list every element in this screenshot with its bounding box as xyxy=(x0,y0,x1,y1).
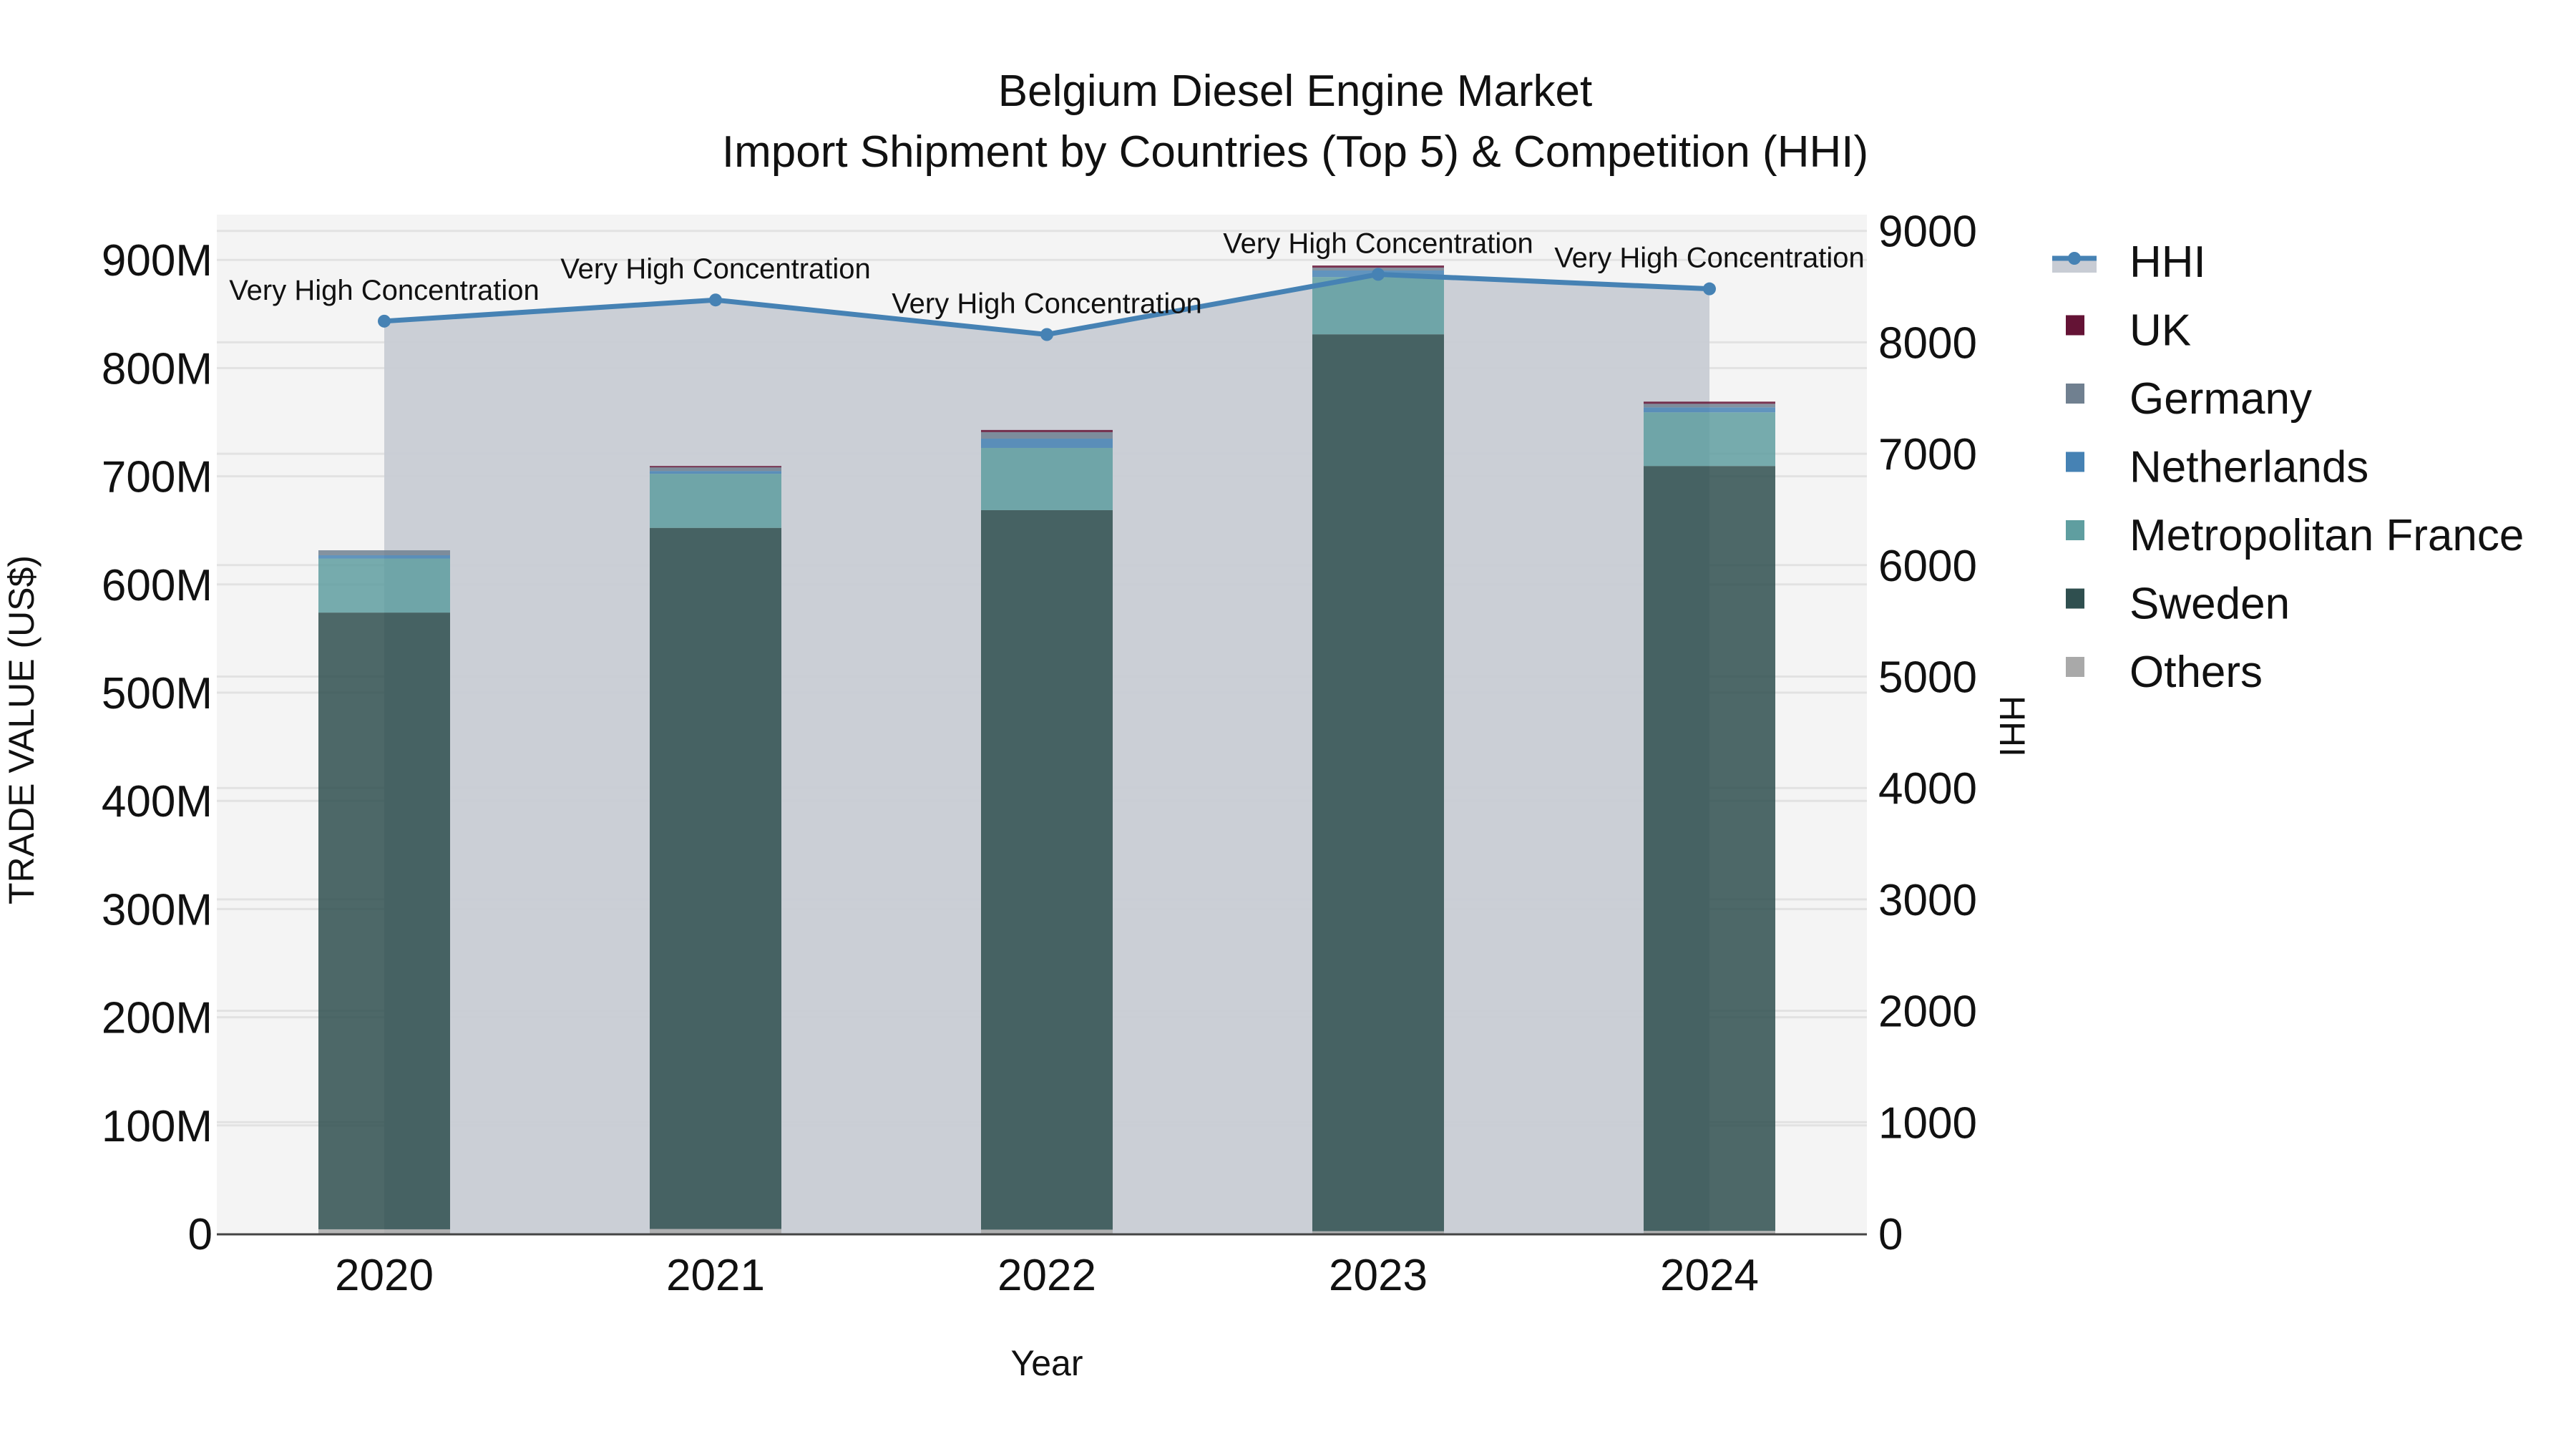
y-tick-label: 700M xyxy=(102,453,213,502)
y-tick-label: 200M xyxy=(102,994,213,1043)
y2-tick-label: 0 xyxy=(1878,1210,1903,1259)
y2-tick-label: 9000 xyxy=(1878,208,1977,257)
hhi-annotations: Very High Concentration Very High Concent… xyxy=(229,228,1865,319)
y-tick-label: 400M xyxy=(102,777,213,826)
legend-item[interactable]: Germany xyxy=(2066,374,2312,424)
x-tick-label: 2022 xyxy=(997,1251,1096,1300)
bar-segment xyxy=(981,1229,1113,1234)
bar-segment xyxy=(318,613,450,1229)
bar-segment xyxy=(1312,265,1444,268)
bar-segment xyxy=(1644,401,1775,404)
bar-segment xyxy=(318,550,450,555)
legend-swatch-icon xyxy=(2066,384,2084,404)
y-axis-ticks: 0 100M 200M 300M 400M 500M 600M 700M 800M 900M xyxy=(102,236,213,1259)
y-tick-label: 600M xyxy=(102,561,213,610)
legend-swatch-icon xyxy=(2066,588,2084,609)
y2-tick-label: 8000 xyxy=(1878,318,1977,368)
hhi-annotation: Very High Concentration xyxy=(1223,228,1533,259)
bar-segment xyxy=(318,555,450,559)
bar-segment xyxy=(981,438,1113,448)
bar-segment xyxy=(650,474,781,528)
legend: HHI UK Germany Netherlands Metropolitan Fran… xyxy=(2052,238,2524,697)
bar-segment xyxy=(318,1229,450,1234)
legend-swatch-icon xyxy=(2066,657,2084,677)
bar-segment xyxy=(981,447,1113,510)
x-tick-label: 2021 xyxy=(666,1251,765,1300)
y2-tick-label: 5000 xyxy=(1878,653,1977,703)
x-tick-label: 2023 xyxy=(1329,1251,1428,1300)
hhi-marker xyxy=(1703,282,1716,296)
legend-swatch-icon xyxy=(2066,520,2084,540)
bar-segment xyxy=(650,467,781,472)
y2-tick-label: 6000 xyxy=(1878,542,1977,591)
y2-tick-label: 3000 xyxy=(1878,876,1977,925)
hhi-marker xyxy=(1040,328,1053,341)
bar-segment xyxy=(981,431,1113,439)
bar-segment xyxy=(1644,404,1775,408)
bar-segment xyxy=(981,509,1113,1230)
y-tick-label: 100M xyxy=(102,1102,213,1151)
legend-label: UK xyxy=(2129,306,2191,356)
x-tick-label: 2020 xyxy=(335,1251,434,1300)
y2-tick-label: 7000 xyxy=(1878,430,1977,479)
legend-item[interactable]: HHI xyxy=(2052,238,2206,287)
bar-segment xyxy=(318,558,450,613)
legend-hhi-fill-swatch xyxy=(2052,258,2097,273)
hhi-line xyxy=(378,268,1716,341)
legend-label: Germany xyxy=(2129,374,2312,424)
hhi-marker xyxy=(378,314,391,328)
legend-item[interactable]: UK xyxy=(2066,306,2191,356)
bar-segment xyxy=(650,527,781,1229)
y-tick-label: 500M xyxy=(102,669,213,718)
bar-segment xyxy=(1312,334,1444,1231)
hhi-annotation: Very High Concentration xyxy=(892,288,1202,320)
bar-segment xyxy=(1644,407,1775,413)
x-axis-ticks: 2020 2021 2022 2023 2024 xyxy=(335,1251,1759,1300)
y-tick-label: 300M xyxy=(102,885,213,935)
legend-item[interactable]: Metropolitan France xyxy=(2066,511,2524,560)
bar-segment xyxy=(981,429,1113,432)
bar-segment xyxy=(1644,412,1775,467)
y2-tick-label: 4000 xyxy=(1878,764,1977,814)
hhi-marker xyxy=(1372,268,1385,281)
y2-tick-label: 1000 xyxy=(1878,1098,1977,1148)
y-axis-title: TRADE VALUE (US$) xyxy=(1,555,42,904)
legend-label: Sweden xyxy=(2129,580,2290,629)
bar-segment xyxy=(1312,1231,1444,1234)
hhi-annotation: Very High Concentration xyxy=(560,253,871,285)
bar-segment xyxy=(650,1229,781,1234)
bar-segment xyxy=(1644,1231,1775,1234)
legend-item[interactable]: Netherlands xyxy=(2066,443,2368,492)
stacked-bars xyxy=(318,265,1775,1234)
bar-segment xyxy=(1644,466,1775,1231)
legend-label: Metropolitan France xyxy=(2129,511,2524,560)
legend-item[interactable]: Sweden xyxy=(2066,580,2290,629)
legend-label: Others xyxy=(2129,648,2263,697)
bar-segment xyxy=(1312,277,1444,335)
chart-subtitle: Import Shipment by Countries (Top 5) & C… xyxy=(722,127,1868,177)
y2-axis-title: HHI xyxy=(1992,696,2032,757)
bar-segment xyxy=(650,471,781,474)
y2-axis-ticks: 0 1000 2000 3000 4000 5000 6000 7000 8000 9000 xyxy=(1878,208,1977,1259)
hhi-marker xyxy=(709,293,722,307)
hhi-annotation: Very High Concentration xyxy=(229,275,540,306)
legend-label: Netherlands xyxy=(2129,443,2368,492)
y2-tick-label: 2000 xyxy=(1878,987,1977,1037)
legend-swatch-icon xyxy=(2066,452,2084,472)
y-tick-label: 800M xyxy=(102,344,213,394)
x-tick-label: 2024 xyxy=(1660,1251,1759,1300)
x-axis-title: Year xyxy=(1010,1343,1083,1383)
hhi-annotation: Very High Concentration xyxy=(1554,243,1865,274)
y-tick-label: 900M xyxy=(102,236,213,286)
chart-title: Belgium Diesel Engine Market xyxy=(998,67,1593,116)
y-tick-label: 0 xyxy=(188,1210,213,1259)
bar-segment xyxy=(650,466,781,468)
legend-item[interactable]: Others xyxy=(2066,648,2263,697)
legend-label: HHI xyxy=(2129,238,2206,287)
legend-swatch-icon xyxy=(2066,315,2084,336)
legend-hhi-marker-icon xyxy=(2068,252,2081,265)
